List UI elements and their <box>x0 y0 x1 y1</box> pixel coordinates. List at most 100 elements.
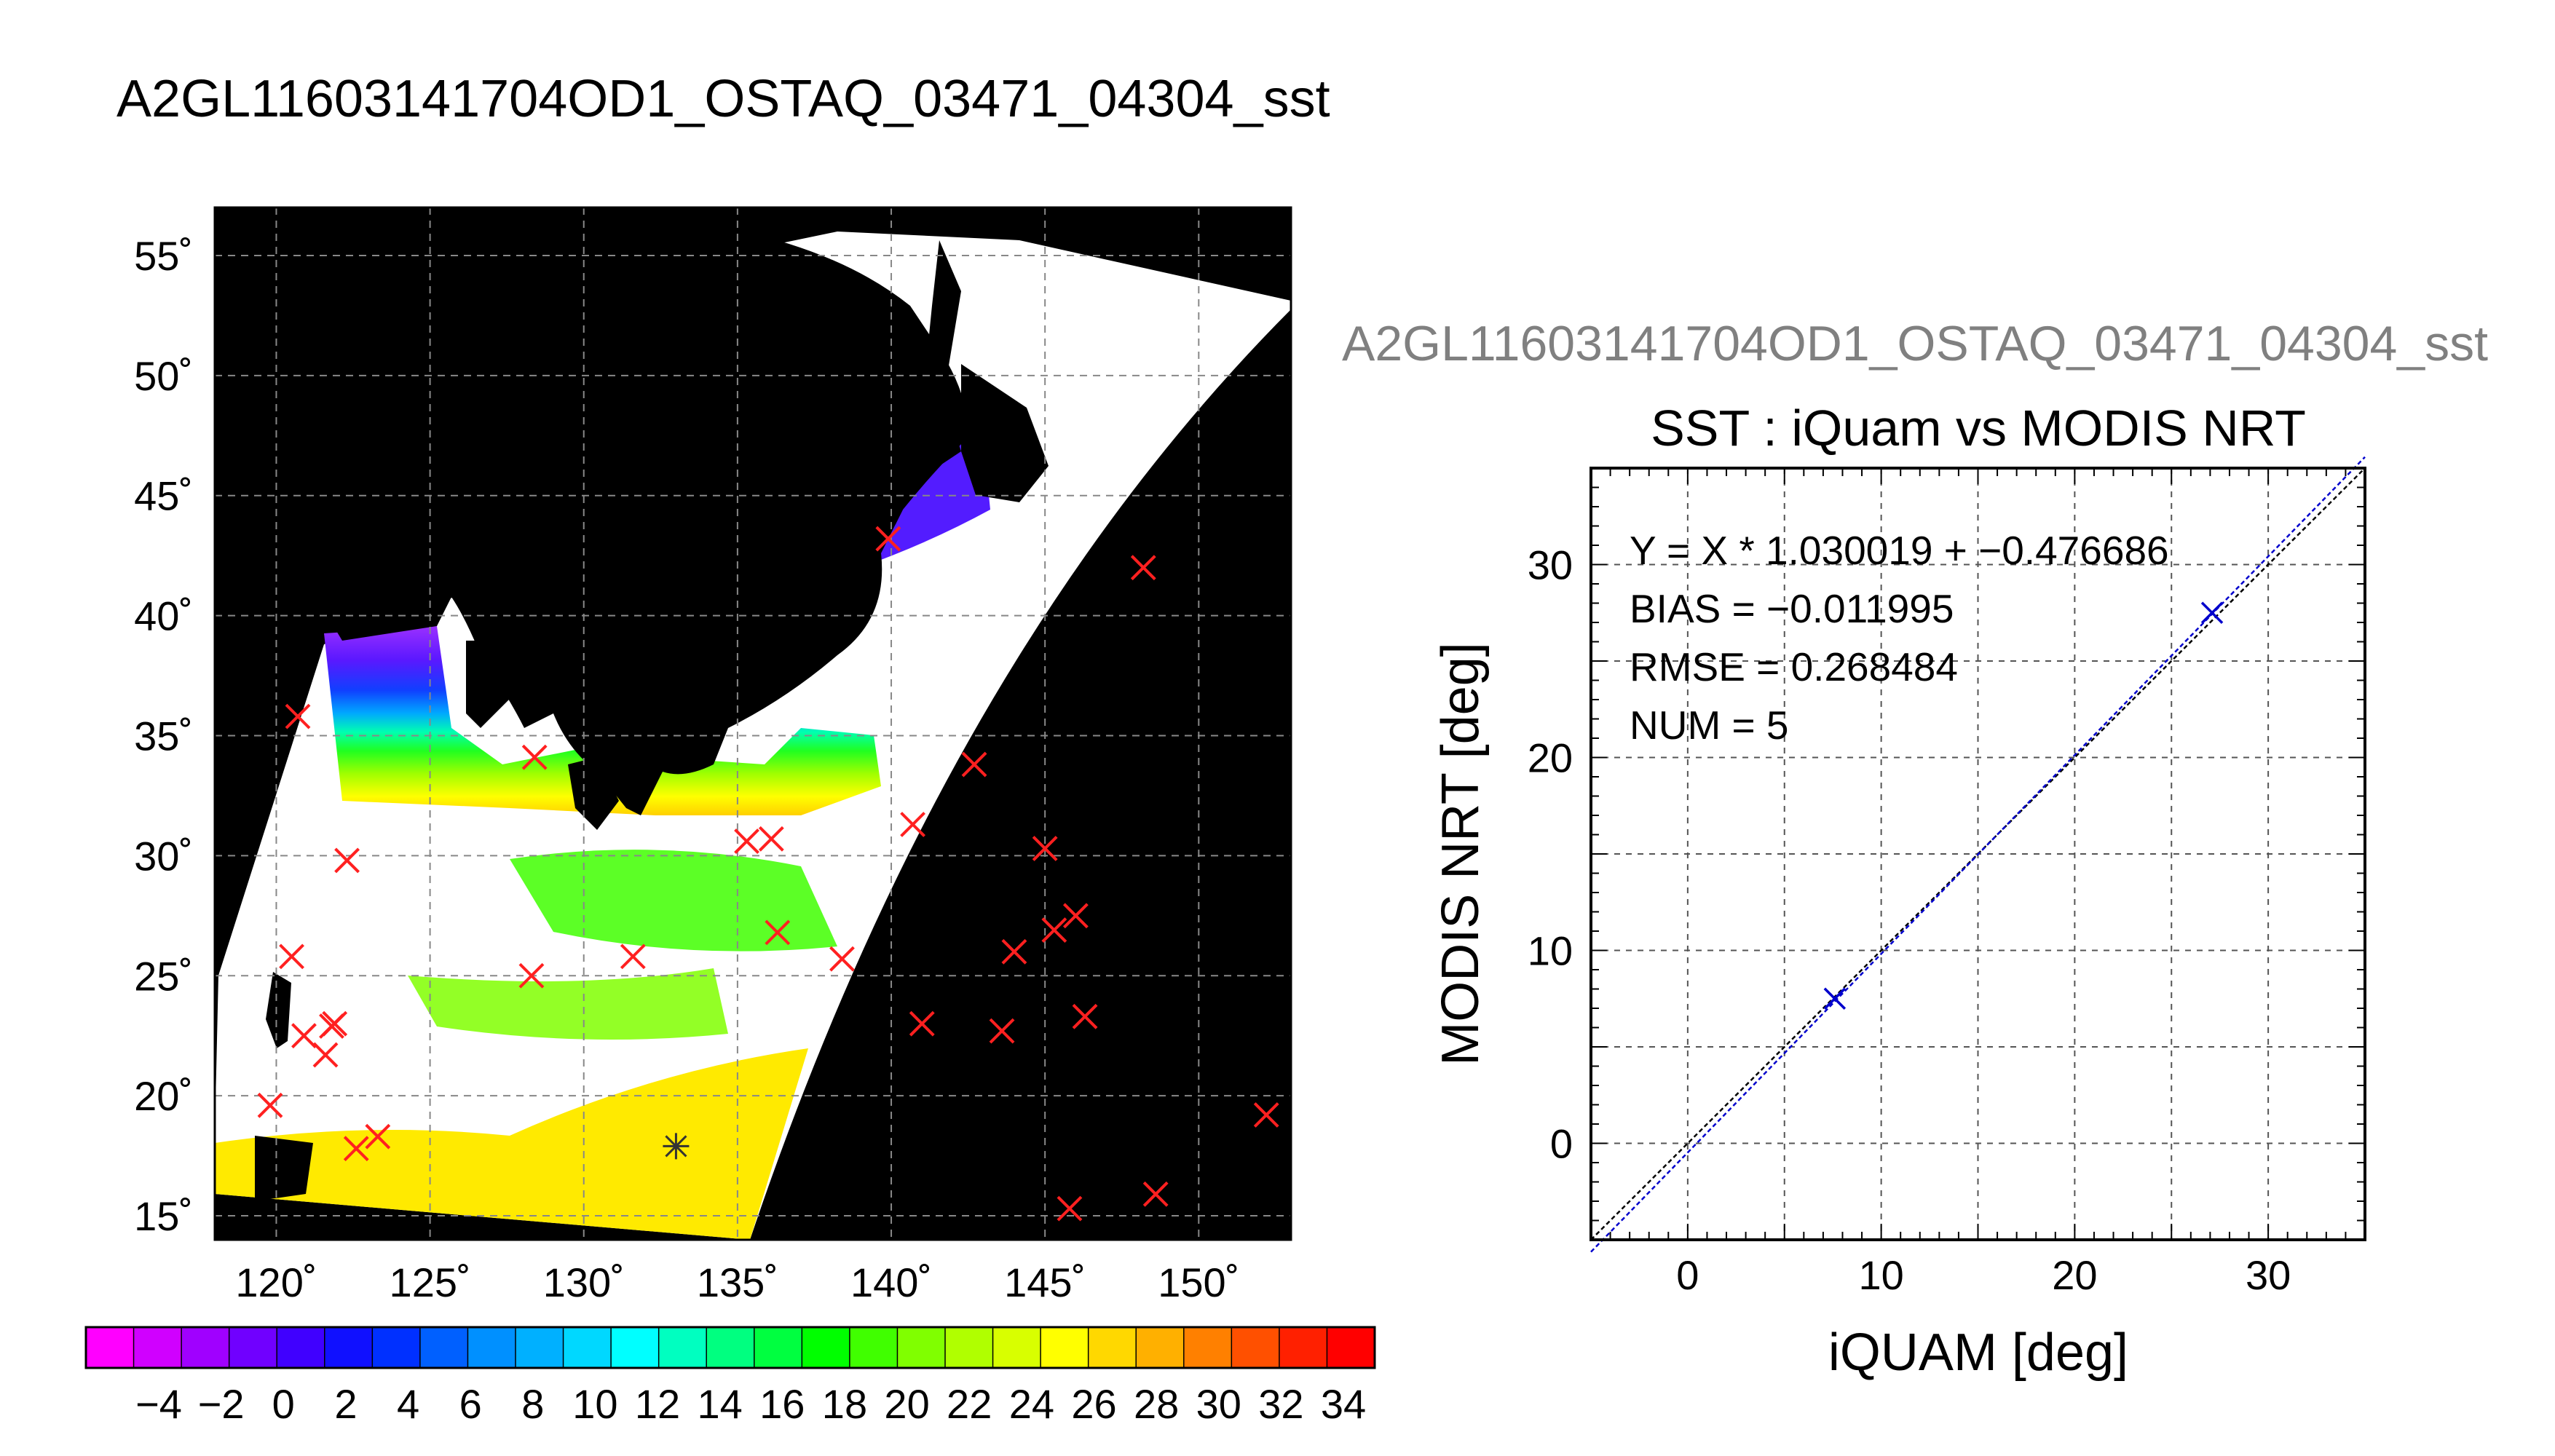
colorbar-cell <box>1183 1327 1232 1368</box>
matchup-markers <box>257 526 1279 1222</box>
matchup-marker <box>875 526 901 552</box>
matchup-marker <box>961 751 987 778</box>
colorbar-label: 28 <box>1134 1381 1179 1427</box>
colorbar-cell <box>516 1327 564 1368</box>
sst-colorbar: −4 −2 0 2 4 6 8 10 12 14 16 18 20 22 24 26 28 30 32 34 <box>84 1326 1376 1427</box>
colorbar-label: −2 <box>198 1381 245 1427</box>
colorbar-label: 34 <box>1321 1381 1366 1427</box>
matchup-marker <box>1072 1003 1098 1029</box>
matchup-marker <box>319 1013 344 1039</box>
colorbar-cell <box>658 1327 707 1368</box>
y-axis-label: MODIS NRT [deg] <box>1431 642 1490 1066</box>
colorbar-label: 0 <box>272 1381 295 1427</box>
colorbar-cell <box>133 1327 182 1368</box>
colorbar-frame <box>84 1326 1376 1369</box>
matchup-marker <box>1057 1195 1083 1222</box>
colorbar-cell <box>563 1327 612 1368</box>
land-taiwan <box>266 972 291 1048</box>
matchup-marker <box>291 1023 317 1049</box>
colorbar-cell <box>277 1327 325 1368</box>
lat-tick-label: 35˚ <box>134 713 193 759</box>
colorbar-label: 14 <box>698 1381 743 1427</box>
matchup-marker <box>1001 938 1027 965</box>
matchup-marker <box>758 826 784 852</box>
colorbar-label: 18 <box>822 1381 867 1427</box>
rmse-stat: RMSE = 0.268484 <box>1630 644 1958 689</box>
scatter-plot: 0 10 20 30 0 10 20 30 Y = X * 1.030019 + −0.47… <box>1431 456 2366 1382</box>
matchup-marker <box>620 943 646 970</box>
colorbar-cell <box>324 1327 373 1368</box>
matchup-marker <box>909 1010 935 1037</box>
land-sakhalin <box>925 240 961 379</box>
colorbar-label: 30 <box>1196 1381 1241 1427</box>
y-tick-label: 10 <box>1528 928 1573 974</box>
lon-tick-label: 130˚ <box>543 1259 625 1305</box>
matchup-marker <box>285 703 311 729</box>
sst-map-panel: 55˚ 50˚ 45˚ 40˚ 35˚ 30˚ 25˚ 20˚ 15˚ 120˚ 125˚ 130˚… <box>134 206 1292 1305</box>
scatter-points <box>1823 601 2224 1010</box>
land-luzon <box>255 1136 313 1201</box>
matchup-marker <box>334 847 360 874</box>
map-gridlines <box>215 207 1291 1240</box>
colorbar-label: 12 <box>635 1381 680 1427</box>
lat-tick-label: 55˚ <box>134 233 193 279</box>
colorbar-label: 22 <box>947 1381 992 1427</box>
land-korea <box>466 641 510 728</box>
colorbar-cell <box>945 1327 994 1368</box>
matchup-marker <box>343 1136 369 1162</box>
scatter-frame <box>1590 467 2366 1241</box>
x-tick-labels: 0 10 20 30 <box>1676 1252 2291 1298</box>
lat-tick-label: 40˚ <box>134 593 193 639</box>
colorbar-cell <box>372 1327 421 1368</box>
colorbar-label: 16 <box>759 1381 805 1427</box>
matchup-marker <box>734 828 759 855</box>
colorbar-label: 2 <box>334 1381 357 1427</box>
colorbar-label: 6 <box>459 1381 482 1427</box>
figure-title: A2GL11603141704OD1_OSTAQ_03471_04304_sst <box>117 70 1330 128</box>
latitude-labels: 55˚ 50˚ 45˚ 40˚ 35˚ 30˚ 25˚ 20˚ 15˚ <box>134 233 193 1239</box>
lat-tick-label: 50˚ <box>134 353 193 399</box>
sst-patch-south <box>408 968 728 1040</box>
matchup-marker <box>521 744 548 770</box>
land-kyushu <box>568 757 619 830</box>
colorbar-label: 26 <box>1071 1381 1116 1427</box>
regression-line <box>1590 456 2366 1253</box>
matchup-marker <box>1142 1181 1169 1207</box>
lon-tick-label: 135˚ <box>697 1259 778 1305</box>
sst-patch-yellow-sea <box>324 626 881 815</box>
colorbar-cell <box>1040 1327 1089 1368</box>
y-tick-labels: 0 10 20 30 <box>1528 542 1573 1167</box>
colorbar-cell <box>1327 1327 1375 1368</box>
y-tick-label: 0 <box>1550 1121 1573 1167</box>
lon-tick-label: 145˚ <box>1004 1259 1086 1305</box>
land-mainland-asia <box>306 226 968 815</box>
colorbar-cell <box>1088 1327 1137 1368</box>
matchup-marker <box>1032 836 1058 861</box>
matchup-marker <box>1041 917 1067 943</box>
colorbar-cell <box>849 1327 898 1368</box>
colorbar-cell <box>86 1327 135 1368</box>
colorbar-label: 20 <box>884 1381 929 1427</box>
matchup-marker <box>257 1092 283 1118</box>
matchup-marker <box>518 962 545 989</box>
sst-patch-mid <box>510 850 837 951</box>
matchup-marker <box>829 946 855 972</box>
matchup-marker <box>312 1042 339 1068</box>
chart-title: SST : iQuam vs MODIS NRT <box>1651 400 2306 456</box>
scatter-point <box>2200 601 2224 624</box>
colorbar-cell <box>611 1327 660 1368</box>
colorbar-cell <box>992 1327 1041 1368</box>
scatter-header: A2GL11603141704OD1_OSTAQ_03471_04304_sst <box>1342 316 2488 371</box>
x-tick-label: 30 <box>2246 1252 2291 1298</box>
regression-equation: Y = X * 1.030019 + −0.476686 <box>1630 528 2169 573</box>
lon-tick-label: 125˚ <box>390 1259 471 1305</box>
lon-tick-label: 150˚ <box>1158 1259 1239 1305</box>
regression-lines <box>1590 456 2366 1253</box>
colorbar-label: 24 <box>1009 1381 1054 1427</box>
colorbar-label: −4 <box>135 1381 182 1427</box>
colorbar-cell <box>897 1327 946 1368</box>
map-frame <box>213 206 1292 1241</box>
x-tick-label: 20 <box>2052 1252 2097 1298</box>
colorbar-cell <box>229 1327 277 1368</box>
